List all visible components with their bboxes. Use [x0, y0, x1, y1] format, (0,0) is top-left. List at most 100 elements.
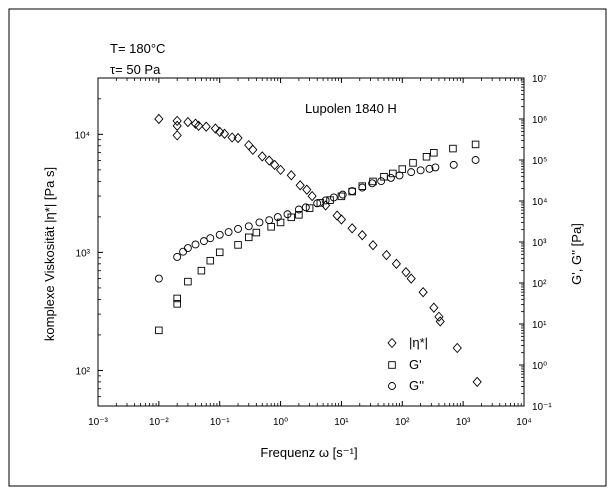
eta-point [194, 120, 204, 132]
g-prime-point [295, 211, 303, 219]
x-tick-label: 10⁻¹ [210, 417, 230, 428]
g-double-prime-point [255, 218, 264, 227]
y-right-tick-label: 10⁰ [532, 361, 547, 372]
eta-point [201, 121, 211, 132]
eta-point [381, 249, 392, 261]
g-prime-point [471, 140, 480, 149]
legend-label-g-prime: G' [409, 357, 422, 372]
condition-stress: τ= 50 Pa [110, 62, 161, 77]
eta-point [347, 223, 357, 234]
eta-point [286, 170, 296, 181]
eta-point [452, 342, 462, 354]
eta-point [472, 376, 482, 388]
g-prime-point [234, 241, 242, 249]
g-prime-point [422, 153, 431, 161]
eta-point [401, 266, 411, 278]
y-left-tick-label: 10³ [76, 248, 91, 259]
y-axis-label-right: G', G'' [Pa] [569, 223, 584, 285]
g-double-prime-point [416, 166, 425, 175]
g-double-prime-point [301, 203, 310, 212]
y-right-tick-label: 10⁶ [532, 115, 547, 126]
eta-point [264, 155, 274, 166]
eta-point [154, 113, 164, 125]
legend: |η*| G' G'' [387, 335, 428, 393]
legend-label-eta: |η*| [409, 335, 428, 350]
g-double-prime-point [377, 177, 386, 186]
x-tick-label: 10⁻² [149, 417, 169, 428]
legend-marker-g-prime [388, 361, 396, 369]
g-double-prime-point [173, 252, 182, 261]
legend-marker-g-double-prime [388, 382, 396, 390]
x-tick-label: 10⁴ [516, 417, 531, 428]
y-left-tick-label: 10² [76, 366, 91, 377]
series-g-prime [155, 140, 480, 335]
x-tick-label: 10⁰ [273, 417, 288, 428]
g-double-prime-point [358, 183, 367, 192]
eta-point [215, 126, 225, 138]
g-prime-point [184, 277, 192, 286]
y-axis-label-left: komplexe Viskosität |η*| [Pa s] [42, 167, 57, 341]
eta-point [336, 214, 347, 225]
eta-point [172, 120, 182, 132]
eta-point [435, 316, 445, 327]
g-double-prime-point [368, 179, 377, 188]
eta-point [357, 229, 367, 241]
eta-point [302, 184, 312, 195]
legend-label-g-double-prime: G'' [409, 378, 424, 393]
condition-temperature: T= 180°C [110, 41, 165, 56]
eta-point [321, 200, 331, 211]
y-left-tick-label: 10⁴ [75, 130, 90, 141]
eta-point [210, 123, 221, 134]
g-double-prime-point [395, 171, 404, 180]
g-double-prime-point [199, 237, 208, 246]
g-prime-point [155, 326, 163, 335]
g-double-prime-point [183, 244, 192, 253]
x-tick-label: 10² [395, 417, 410, 428]
g-double-prime-point [425, 164, 434, 173]
eta-point [332, 210, 342, 221]
g-double-prime-point [407, 168, 416, 177]
g-double-prime-point [338, 190, 347, 199]
g-prime-point [316, 199, 325, 207]
g-double-prime-point [273, 213, 282, 222]
g-double-prime-point [431, 163, 440, 172]
series-eta [154, 113, 482, 388]
g-double-prime-point [265, 216, 274, 225]
eta-point [219, 128, 230, 139]
g-double-prime-point [386, 173, 395, 182]
g-double-prime-point [154, 274, 163, 283]
g-double-prime-point [471, 156, 480, 164]
g-prime-point [206, 256, 215, 265]
g-double-prime-point [234, 225, 242, 233]
eta-point [307, 190, 317, 202]
eta-point [429, 302, 439, 313]
g-double-prime-point [313, 199, 322, 208]
eta-point [295, 180, 305, 191]
eta-point [172, 130, 182, 141]
g-double-prime-point [329, 193, 338, 202]
g-double-prime-point [283, 210, 292, 219]
g-double-prime-point [224, 228, 233, 236]
y-right-tick-label: 10² [532, 279, 547, 290]
g-prime-point [173, 300, 181, 308]
eta-point [227, 132, 237, 143]
g-prime-point [449, 144, 457, 153]
g-prime-point [245, 233, 253, 242]
x-tick-label: 10⁻³ [88, 417, 108, 428]
eta-point [418, 287, 428, 298]
g-double-prime-point [294, 205, 303, 214]
y-right-tick-label: 10⁴ [532, 197, 547, 208]
eta-point [248, 144, 258, 155]
g-double-prime-point [215, 230, 224, 239]
chart-title: Lupolen 1840 H [305, 101, 397, 116]
g-prime-point [252, 228, 261, 237]
g-double-prime-point [321, 196, 330, 205]
eta-point [233, 132, 243, 144]
series-g-double-prime [154, 156, 480, 283]
g-prime-point [369, 177, 377, 186]
x-axis-label: Frequenz ω [s⁻¹] [260, 445, 357, 460]
g-prime-point [409, 159, 417, 167]
outer-frame [8, 8, 607, 487]
x-tick-label: 10³ [456, 417, 471, 428]
